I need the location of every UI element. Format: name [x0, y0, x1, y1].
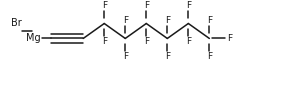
Text: Br: Br — [11, 19, 21, 28]
Text: F: F — [207, 16, 212, 25]
Text: F: F — [186, 37, 191, 46]
Text: F: F — [227, 34, 232, 43]
Text: F: F — [186, 1, 191, 10]
Text: F: F — [123, 16, 128, 25]
Text: F: F — [144, 1, 149, 10]
Text: F: F — [102, 37, 107, 46]
Text: F: F — [102, 1, 107, 10]
Text: F: F — [207, 52, 212, 61]
Text: F: F — [144, 37, 149, 46]
Text: F: F — [165, 16, 170, 25]
Text: F: F — [123, 52, 128, 61]
Text: F: F — [165, 52, 170, 61]
Text: Mg: Mg — [26, 33, 41, 43]
